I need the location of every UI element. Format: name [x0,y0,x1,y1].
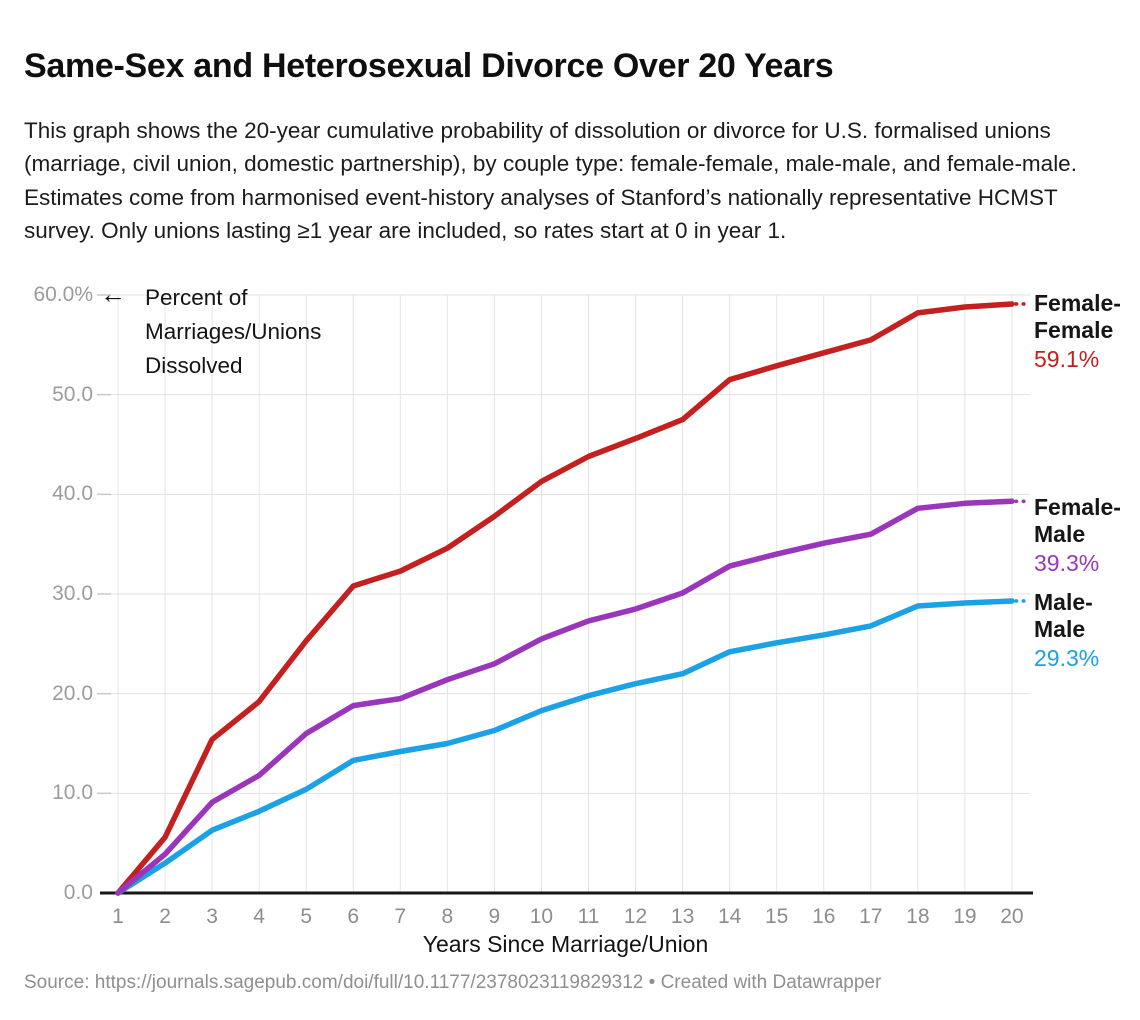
y-axis-annotation: Percent of Marriages/Unions Dissolved [145,285,322,378]
source-attribution: Source: https://journals.sagepub.com/doi… [24,972,882,993]
series-label-male-male: Male-Male [1034,589,1093,642]
chart-description: This graph shows the 20-year cumulative … [24,117,1077,244]
x-axis-title: Years Since Marriage/Union [422,931,709,957]
left-arrow-icon: ← [100,279,126,309]
series-value-0: 59.1% [1034,346,1100,372]
series-line-male-male [115,598,1015,896]
series-label-female-male: Female-Male [1034,494,1121,547]
series-line-female-female [115,301,1015,896]
series-value-2: 29.3% [1034,645,1100,671]
series-label-female-female: Female-Female [1034,290,1121,343]
series-value-1: 39.3% [1034,550,1100,576]
page-title: Same-Sex and Heterosexual Divorce Over 2… [24,46,834,85]
series-line-female-male [115,498,1015,896]
